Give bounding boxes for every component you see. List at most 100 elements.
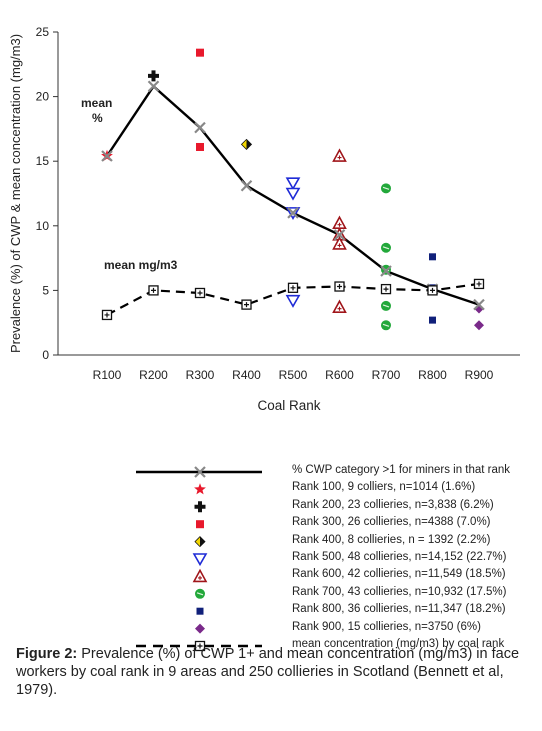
concentration-mean-point-plus — [104, 312, 110, 318]
concentration-mean-point-plus — [151, 287, 156, 293]
legend-label: Rank 500, 48 collieries, n=14,152 (22.7%… — [292, 551, 507, 563]
legend-marker-plus — [198, 575, 202, 580]
chart-labels: mean% mean mg/m3 — [81, 96, 178, 272]
legend-marker — [192, 553, 208, 567]
legend-marker — [194, 483, 206, 495]
colliery-point-tri — [285, 177, 301, 191]
cwp-chart: 0 5 10 15 20 25 R100 R200 R300 R400 R500 R600 R700 R8… — [8, 25, 520, 413]
x-tick-label: R500 — [279, 368, 308, 382]
legend-label: Rank 900, 15 collieries, n=3750 (6%) — [292, 620, 481, 633]
colliery-group-r500 — [285, 177, 301, 308]
colliery-point — [332, 148, 347, 162]
chart-legend: % CWP category >1 for miners in that ran… — [0, 455, 542, 655]
legend-label: Rank 200, 23 collieries, n=3,838 (6.2%) — [292, 498, 494, 511]
colliery-point — [381, 300, 391, 311]
colliery-point-shine — [382, 323, 390, 327]
concentration-mean-point-plus — [197, 290, 203, 296]
colliery-point-plus — [337, 306, 342, 311]
annotation-mean-mg: mean mg/m3 — [104, 258, 178, 272]
cwp-mean-point — [333, 229, 346, 241]
colliery-point-half — [246, 139, 252, 150]
chart-axes: 0 5 10 15 20 25 R100 R200 R300 R400 R500 R600 R700 R8… — [8, 25, 520, 413]
colliery-point — [332, 215, 347, 230]
legend-label: Rank 400, 8 collieries, n = 1392 (2.2%) — [292, 533, 491, 546]
cwp-mean-point — [101, 150, 113, 162]
figure-caption: Figure 2: Prevalence (%) of CWP 1+ and m… — [16, 645, 536, 699]
caption-label: Figure 2: — [16, 646, 78, 662]
colliery-point — [381, 183, 391, 194]
legend-label: Rank 600, 42 collieries, n=11,549 (18.5%… — [292, 568, 506, 581]
concentration-mean-point — [380, 283, 392, 295]
colliery-point — [429, 316, 436, 324]
legend-marker — [195, 623, 205, 634]
legend-marker — [194, 536, 206, 548]
legend-marker-concentration-plus — [197, 643, 203, 649]
x-axis-label: Coal Rank — [257, 398, 320, 413]
colliery-point-shine — [382, 246, 390, 250]
colliery-point — [381, 320, 391, 331]
chart-colliery-points — [101, 48, 485, 331]
colliery-point — [285, 294, 301, 308]
concentration-mean-point-plus — [244, 302, 249, 308]
concentration-mean-point — [101, 309, 113, 321]
colliery-point — [332, 299, 347, 313]
y-tick-label: 15 — [36, 154, 50, 168]
colliery-point-plus — [337, 222, 342, 227]
concentration-mean-point-plus — [476, 281, 482, 287]
legend-marker-tri — [192, 553, 208, 567]
annotation-percent-sign: % — [92, 111, 103, 125]
legend-marker-shine — [196, 592, 204, 596]
legend-marker-cwp — [194, 466, 206, 478]
concentration-mean-point — [334, 281, 345, 292]
colliery-point — [148, 70, 159, 82]
colliery-point — [474, 320, 484, 331]
colliery-point — [429, 253, 436, 261]
legend-label: Rank 300, 26 collieries, n=4388 (7.0%) — [292, 516, 491, 529]
concentration-mean-point — [194, 287, 206, 299]
concentration-mean-point — [148, 285, 159, 296]
y-tick-label: 10 — [36, 219, 50, 233]
colliery-point-tri — [285, 294, 301, 308]
colliery-group-r200 — [148, 70, 159, 82]
x-tick-label: R200 — [139, 368, 168, 382]
concentration-mean-point — [287, 282, 299, 293]
legend-marker — [196, 607, 204, 615]
legend-label: Rank 100, 9 colliers, n=1014 (1.6%) — [292, 481, 476, 494]
y-tick-label: 20 — [36, 90, 50, 104]
x-tick-label: R100 — [93, 368, 122, 382]
x-tick-label: R600 — [325, 368, 354, 382]
colliery-point — [285, 177, 301, 191]
x-tick-label: R300 — [186, 368, 215, 382]
y-axis-label: Prevalence (%) of CWP & mean concentrati… — [8, 34, 23, 353]
colliery-point — [332, 236, 347, 250]
cwp-mean-point — [147, 80, 160, 93]
colliery-point-tri — [285, 187, 301, 201]
concentration-mean-point — [427, 285, 438, 296]
concentration-mean-point-plus — [383, 286, 389, 292]
legend-marker-half — [200, 536, 205, 547]
colliery-point-shine — [382, 186, 390, 190]
legend-marker-concentration — [194, 640, 206, 652]
legend-marker — [192, 568, 208, 583]
x-tick-label: R700 — [372, 368, 401, 382]
legend-label: mean concentration (mg/m3) by coal rank — [292, 638, 505, 650]
colliery-point-plus — [337, 243, 342, 248]
legend-label: % CWP category >1 for miners in that ran… — [292, 464, 511, 476]
cwp-mean-point — [194, 121, 206, 134]
x-tick-label: R800 — [418, 368, 447, 382]
concentration-mean-point — [473, 278, 485, 290]
colliery-point — [196, 48, 204, 57]
concentration-mean-point-plus — [337, 284, 342, 290]
legend-marker — [194, 501, 206, 513]
legend-marker — [196, 520, 204, 529]
y-tick-label: 0 — [42, 348, 49, 362]
legend-marker — [195, 588, 205, 599]
cwp-mean-point — [240, 179, 253, 192]
concentration-mean-point-plus — [290, 285, 296, 291]
colliery-point-shine — [382, 304, 390, 308]
colliery-group-r400 — [240, 138, 253, 150]
cwp-mean-point — [287, 207, 299, 219]
concentration-mean-point — [241, 299, 252, 310]
y-tick-label: 25 — [36, 25, 50, 39]
colliery-group-r300 — [196, 48, 204, 151]
